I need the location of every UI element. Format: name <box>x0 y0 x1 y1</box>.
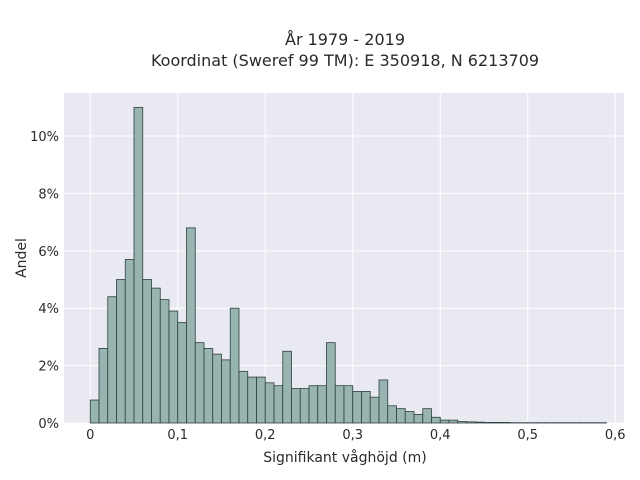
histogram-bar <box>396 408 406 424</box>
histogram-bar <box>431 416 441 424</box>
histogram-bar <box>369 396 380 424</box>
x-tick-label: 0,2 <box>255 428 276 443</box>
x-tick-label: 0,5 <box>517 428 538 443</box>
histogram-bar <box>124 259 135 424</box>
y-tick-label: 0% <box>38 417 59 432</box>
histogram-bar <box>194 342 205 424</box>
histogram-bar <box>221 359 231 424</box>
histogram-bar <box>299 388 310 424</box>
histogram-bar <box>448 419 459 424</box>
histogram-bar <box>483 422 494 424</box>
histogram-bar <box>326 342 336 424</box>
histogram-bar <box>229 307 240 424</box>
histogram-bar <box>98 347 109 424</box>
histogram-bar <box>492 422 502 424</box>
y-tick-label: 6% <box>38 245 59 260</box>
histogram-bar <box>168 310 179 424</box>
y-axis-ticks: 0% 2% 4% 6% 8% 10% <box>30 130 59 432</box>
histogram-bar <box>273 385 284 424</box>
x-tick-label: 0,6 <box>605 428 626 443</box>
y-tick-label: 2% <box>38 360 59 375</box>
histogram-bar <box>413 413 424 424</box>
histogram-bar <box>256 376 266 424</box>
histogram-bar <box>142 279 152 424</box>
histogram-bar <box>457 421 467 424</box>
histogram-bar <box>177 322 187 424</box>
histogram-bar <box>238 370 249 424</box>
histogram-bar <box>317 385 327 424</box>
histogram-bar <box>352 391 362 424</box>
histogram-bar <box>361 391 371 424</box>
y-tick-label: 4% <box>38 302 59 317</box>
histogram-bar <box>422 408 432 424</box>
histogram-bar <box>116 279 126 424</box>
histogram-bar <box>501 422 511 424</box>
histogram-bar <box>203 347 214 424</box>
histogram-bar <box>439 419 450 424</box>
histogram-bar <box>334 385 345 424</box>
histogram-bar <box>343 385 354 424</box>
histogram-bar <box>404 411 415 424</box>
histogram-bar <box>387 405 397 424</box>
x-tick-label: 0,1 <box>167 428 188 443</box>
chart-title-line1: År 1979 - 2019 <box>285 30 405 49</box>
histogram-bar <box>107 296 117 424</box>
y-tick-label: 10% <box>30 130 59 145</box>
x-axis-ticks: 0 0,1 0,2 0,3 0,4 0,5 0,6 <box>86 428 625 443</box>
x-tick-label: 0,4 <box>430 428 451 443</box>
histogram-bar <box>378 379 389 424</box>
histogram-bar <box>291 388 301 424</box>
histogram-bar <box>466 421 476 424</box>
y-tick-label: 8% <box>38 187 59 202</box>
x-tick-label: 0,3 <box>342 428 363 443</box>
histogram-bar <box>282 350 292 424</box>
x-axis-title: Signifikant våghöjd (m) <box>263 449 426 466</box>
y-axis-title: Andel <box>14 238 30 278</box>
chart-title-line2: Koordinat (Sweref 99 TM): E 350918, N 62… <box>151 51 539 70</box>
histogram-bar <box>186 227 196 424</box>
histogram-bar <box>247 376 257 424</box>
histogram-bar <box>264 382 275 424</box>
histogram-bar <box>133 106 144 424</box>
histogram-bar <box>159 299 170 424</box>
histogram-bar <box>474 421 485 424</box>
histogram-bar <box>212 353 222 424</box>
histogram-bar <box>308 385 319 424</box>
bars-layer <box>89 106 607 424</box>
histogram-bar <box>151 287 161 424</box>
histogram-bar <box>89 399 100 424</box>
x-tick-label: 0 <box>86 428 94 443</box>
